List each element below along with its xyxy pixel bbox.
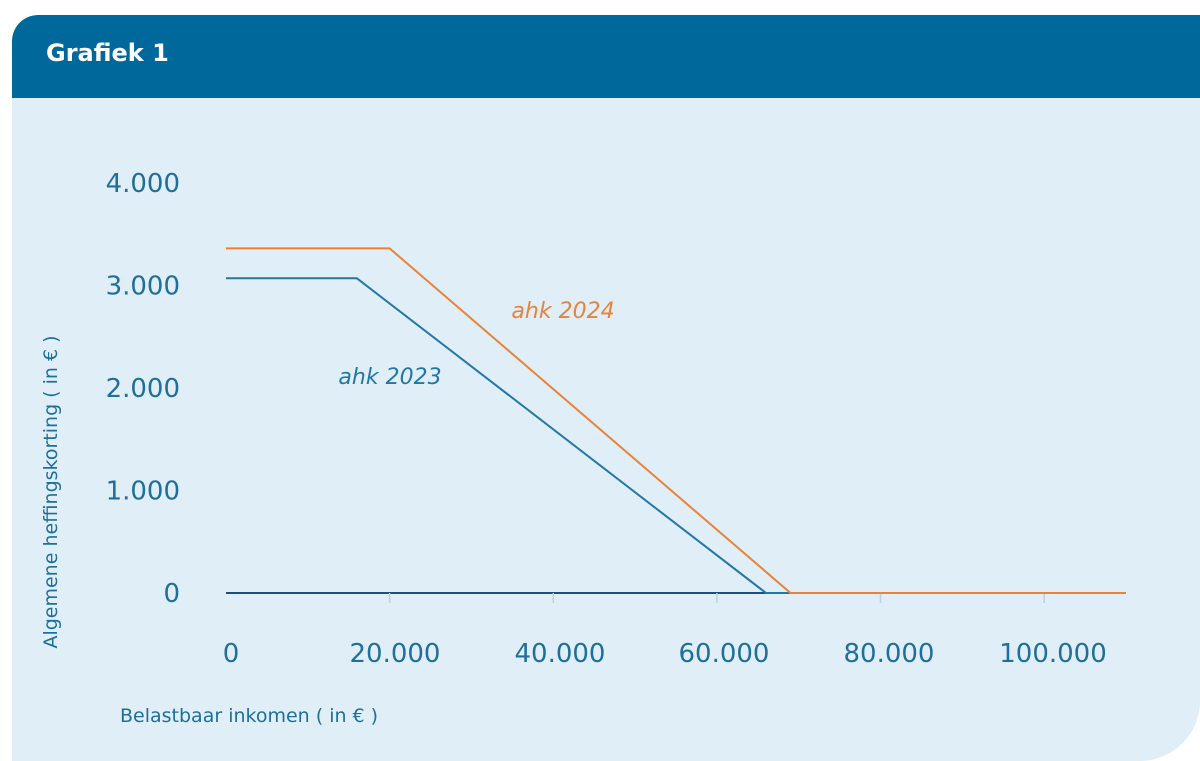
chart-card: Grafiek 1 (12, 15, 1200, 761)
series-layer (226, 247, 1126, 594)
y-tick-label: 3.000 (106, 272, 180, 302)
x-tick-label: 100.000 (999, 639, 1107, 669)
series-line-ahk-2024 (226, 247, 1126, 594)
x-tick-label: 60.000 (679, 639, 770, 669)
chart-heading: Grafiek 1 (46, 39, 169, 67)
y-tick-label: 1.000 (106, 477, 180, 507)
labels: 0 20.000 40.000 60.000 80.000 100.000 0 1.000 2.… (40, 169, 1107, 727)
series-label-ahk-2024: ahk 2024 (511, 299, 614, 324)
x-tick-label: 20.000 (350, 639, 441, 669)
y-tick-label: 2.000 (106, 374, 180, 404)
series-line-ahk-2023 (226, 277, 1126, 594)
axes (226, 592, 1126, 603)
y-tick-label: 0 (163, 579, 180, 609)
x-tick-label: 0 (223, 639, 240, 669)
x-tick-label: 40.000 (515, 639, 606, 669)
y-tick-label: 4.000 (106, 169, 180, 199)
series-label-ahk-2023: ahk 2023 (338, 365, 441, 390)
card-header: Grafiek 1 (12, 15, 1200, 98)
x-axis-title: Belastbaar inkomen ( in € ) (120, 705, 378, 727)
y-axis-title: Algemene heffingskorting ( in € ) (40, 335, 62, 648)
x-tick-label: 80.000 (844, 639, 935, 669)
